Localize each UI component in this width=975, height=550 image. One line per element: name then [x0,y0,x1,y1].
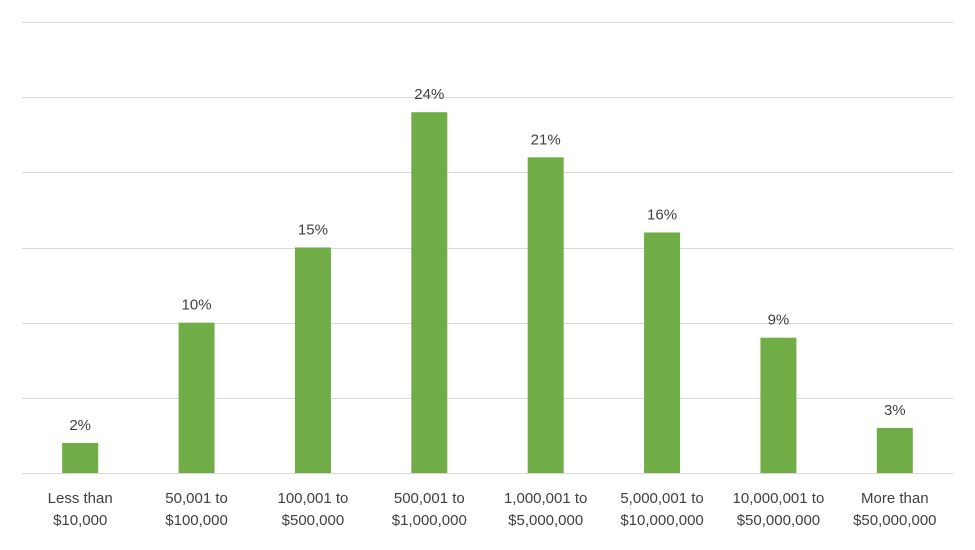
x-tick-label-0-line-1: $10,000 [53,512,107,529]
x-tick-label-6-line-1: $50,000,000 [737,512,820,529]
data-label-5: 16% [647,206,677,223]
x-tick-labels: Less than $10,000 50,001 to $100,000 100,001… [48,490,937,529]
x-tick-label-5-line-0: 5,000,001 to [620,490,703,507]
data-label-7: 3% [884,402,906,419]
x-tick-label-2-line-0: 100,001 to [277,490,348,507]
x-tick-label-7: More than $50,000,000 [853,490,936,529]
bar-7 [876,427,913,473]
x-tick-label-4: 1,000,001 to $5,000,000 [504,490,587,529]
x-tick-label-3: 500,001 to $1,000,000 [392,490,467,529]
x-tick-label-2-line-1: $500,000 [282,512,345,529]
x-tick-label-1-line-0: 50,001 to [165,490,228,507]
data-label-0: 2% [69,417,91,434]
x-tick-label-5: 5,000,001 to $10,000,000 [620,490,703,529]
data-labels: 2% 10% 15% 24% 21% 16% 9% 3% [69,86,905,434]
data-label-4: 21% [531,131,561,148]
bar-5 [644,232,681,473]
bar-2 [294,247,331,473]
x-tick-label-1-line-1: $100,000 [165,512,228,529]
x-tick-label-0: Less than $10,000 [48,490,113,529]
x-tick-label-7-line-0: More than [861,490,929,507]
data-label-6: 9% [768,312,790,329]
x-tick-label-5-line-1: $10,000,000 [620,512,703,529]
x-tick-label-3-line-0: 500,001 to [394,490,465,507]
gridlines [22,22,953,399]
x-tick-label-7-line-1: $50,000,000 [853,512,936,529]
x-tick-label-6: 10,000,001 to $50,000,000 [733,490,825,529]
x-tick-label-6-line-0: 10,000,001 to [733,490,825,507]
bar-6 [760,337,797,473]
bar-3 [411,112,448,473]
bar-4 [527,157,564,474]
x-tick-label-1: 50,001 to $100,000 [165,490,228,529]
x-tick-label-3-line-1: $1,000,000 [392,512,467,529]
x-tick-label-4-line-1: $5,000,000 [508,512,583,529]
data-label-2: 15% [298,222,328,239]
x-tick-label-2: 100,001 to $500,000 [277,490,348,529]
bar-1 [178,322,215,473]
data-label-3: 24% [414,86,444,103]
x-tick-label-0-line-0: Less than [48,490,113,507]
data-label-1: 10% [182,297,212,314]
bar-0 [62,442,99,473]
bars [62,112,913,474]
x-tick-label-4-line-0: 1,000,001 to [504,490,587,507]
